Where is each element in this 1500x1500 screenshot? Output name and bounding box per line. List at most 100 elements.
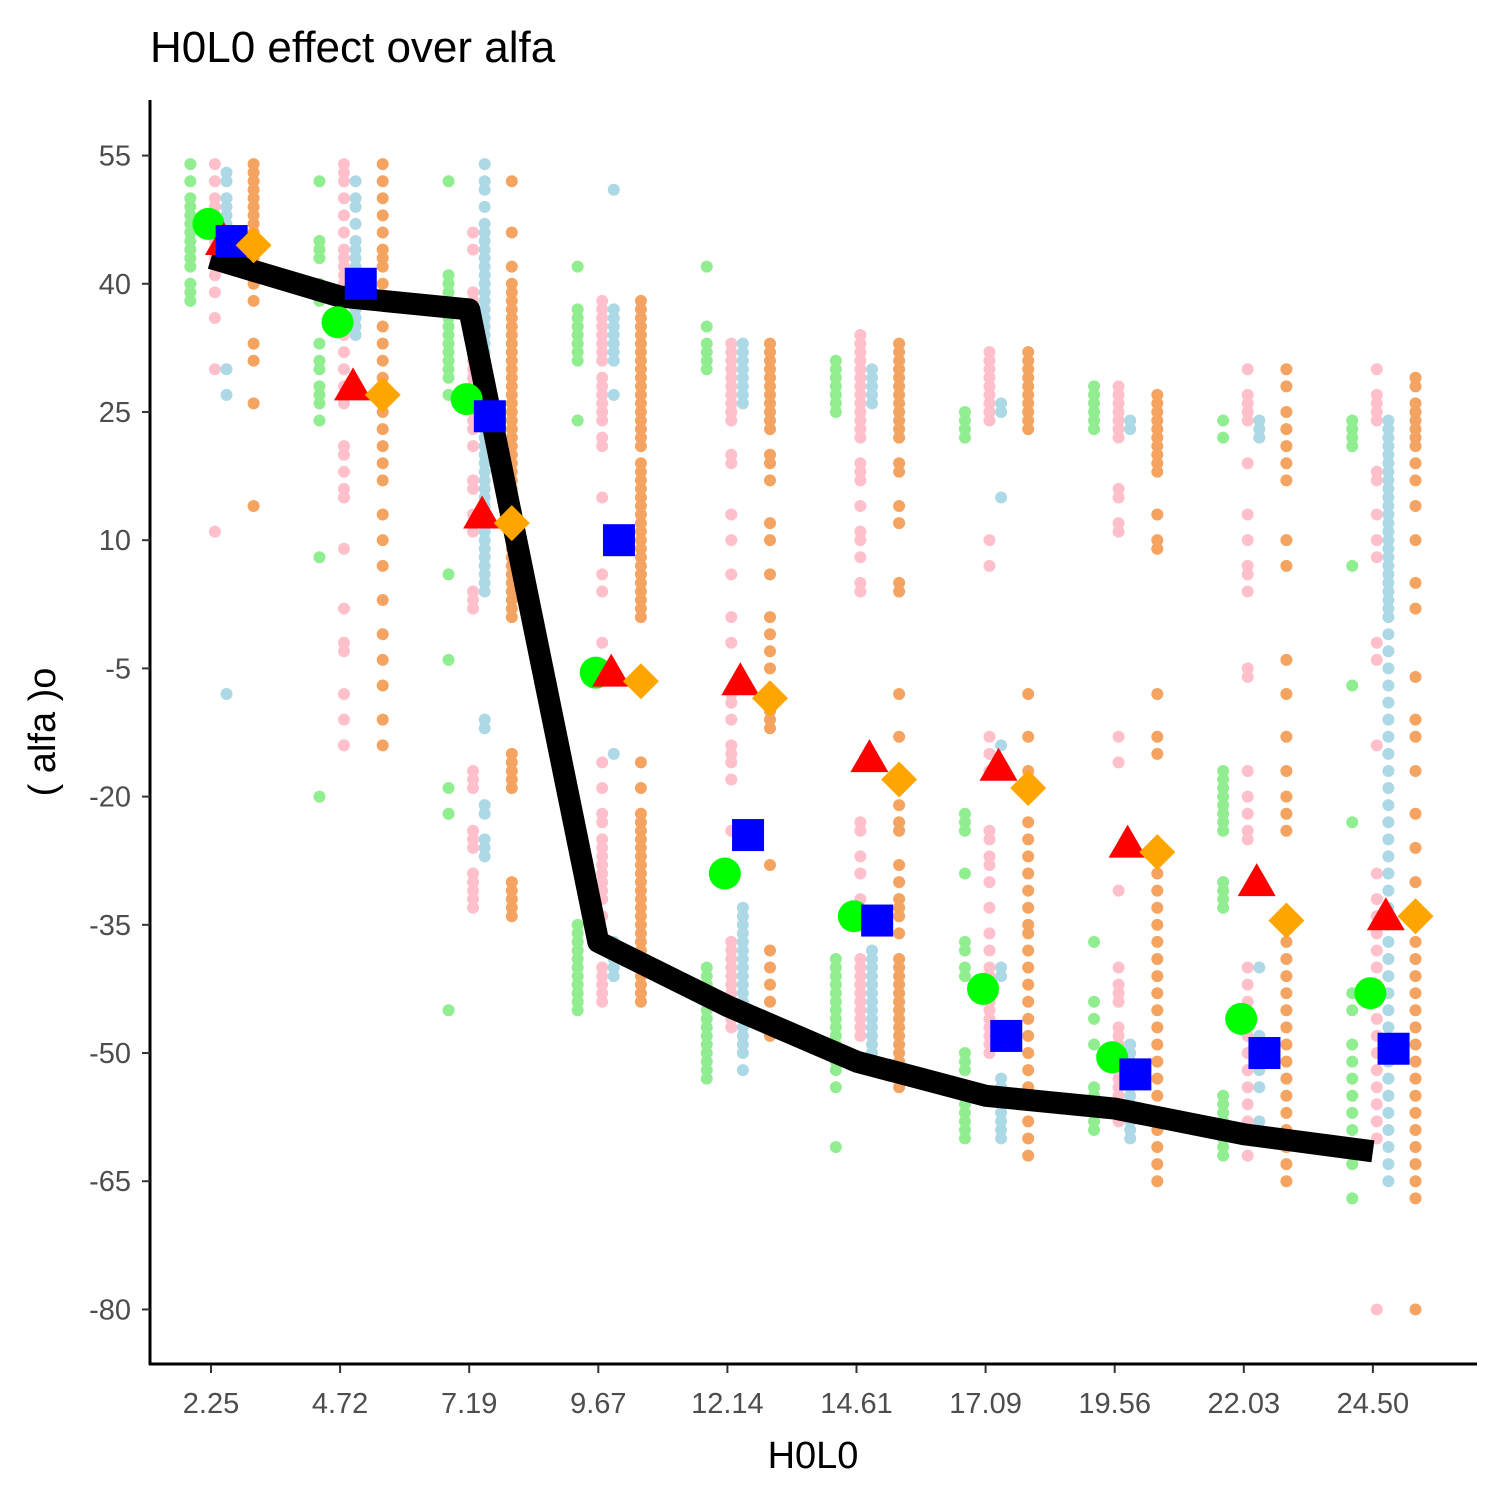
data-point: [1151, 388, 1164, 401]
data-point: [634, 901, 647, 914]
mean-square-marker: [344, 267, 377, 300]
data-point: [958, 431, 971, 444]
data-point: [1370, 1081, 1383, 1094]
data-point: [893, 337, 906, 350]
data-point: [313, 414, 326, 427]
data-point: [1124, 1132, 1137, 1145]
data-point: [1346, 1072, 1359, 1085]
data-point: [1382, 457, 1395, 470]
data-point: [1346, 1038, 1359, 1051]
data-point: [607, 388, 620, 401]
data-point: [1241, 405, 1254, 418]
data-point: [1382, 730, 1395, 743]
data-point: [1382, 499, 1395, 512]
data-point: [958, 414, 971, 427]
data-point: [1112, 482, 1125, 495]
data-point: [571, 337, 584, 350]
data-point: [1409, 1089, 1422, 1102]
data-point: [893, 363, 906, 376]
data-point: [1217, 764, 1230, 777]
data-point: [764, 371, 777, 384]
data-point: [1409, 987, 1422, 1000]
data-point: [725, 508, 738, 521]
data-point: [596, 850, 609, 863]
data-point: [1370, 867, 1383, 880]
data-point: [247, 337, 260, 350]
data-point: [376, 508, 389, 521]
data-point: [764, 423, 777, 436]
data-point: [634, 534, 647, 547]
data-point: [376, 679, 389, 692]
data-point: [1382, 1106, 1395, 1119]
data-point: [736, 371, 749, 384]
data-point: [958, 935, 971, 948]
data-point: [764, 414, 777, 427]
data-point: [505, 602, 518, 615]
data-point: [337, 482, 350, 495]
data-point: [505, 311, 518, 324]
data-point: [995, 739, 1008, 752]
data-point: [596, 995, 609, 1008]
data-point: [764, 961, 777, 974]
data-point: [829, 397, 842, 410]
data-point: [1124, 414, 1137, 427]
data-point: [983, 747, 996, 760]
data-point: [1370, 534, 1383, 547]
data-point: [725, 457, 738, 470]
data-point: [376, 209, 389, 222]
data-point: [505, 303, 518, 316]
data-point: [376, 192, 389, 205]
data-point: [725, 354, 738, 367]
data-point: [1151, 1004, 1164, 1017]
data-point: [854, 414, 867, 427]
data-point: [893, 517, 906, 530]
data-point: [893, 1021, 906, 1034]
data-point: [1217, 807, 1230, 820]
data-point: [337, 252, 350, 265]
data-point: [467, 764, 480, 777]
data-point: [634, 363, 647, 376]
data-point: [1241, 1098, 1254, 1111]
data-point: [337, 645, 350, 658]
data-point: [700, 346, 713, 359]
data-point: [478, 465, 491, 478]
data-point: [1382, 491, 1395, 504]
y-tick-label: 10: [99, 525, 131, 557]
data-point: [893, 876, 906, 889]
data-point: [854, 465, 867, 478]
data-point: [442, 346, 455, 359]
data-point: [764, 722, 777, 735]
data-point: [1112, 380, 1125, 393]
data-point: [634, 405, 647, 418]
data-point: [725, 448, 738, 461]
data-point: [1382, 833, 1395, 846]
data-point: [1382, 611, 1395, 624]
data-point: [184, 175, 197, 188]
data-point: [854, 525, 867, 538]
data-point: [634, 807, 647, 820]
data-point: [893, 799, 906, 812]
data-point: [1151, 918, 1164, 931]
data-point: [764, 397, 777, 410]
data-point: [337, 346, 350, 359]
mean-triangle-marker: [1108, 824, 1147, 858]
data-point: [1280, 1175, 1293, 1188]
data-point: [1409, 397, 1422, 410]
data-point: [634, 585, 647, 598]
data-point: [596, 756, 609, 769]
data-point: [764, 474, 777, 487]
data-point: [983, 730, 996, 743]
mean-markers-layer: [192, 207, 1434, 1091]
data-point: [1022, 688, 1035, 701]
data-point: [505, 175, 518, 188]
data-point: [313, 397, 326, 410]
data-point: [337, 602, 350, 615]
mean-square-marker: [861, 904, 894, 937]
data-point: [893, 858, 906, 871]
data-point: [247, 397, 260, 410]
data-point: [1280, 380, 1293, 393]
data-point: [478, 252, 491, 265]
data-point: [725, 696, 738, 709]
data-point: [376, 739, 389, 752]
